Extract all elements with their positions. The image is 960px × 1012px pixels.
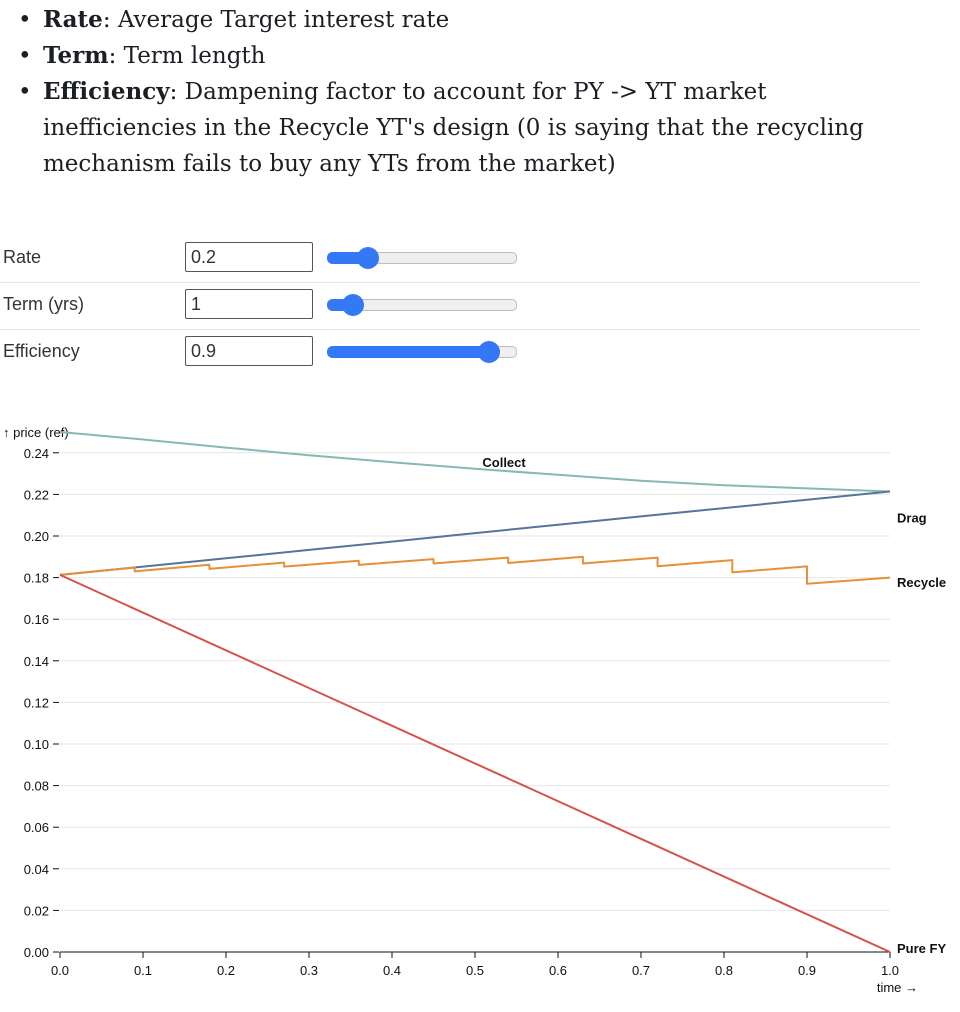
slider-thumb[interactable]	[342, 294, 364, 316]
x-tick-label: 0.6	[549, 963, 567, 978]
efficiency-input[interactable]	[185, 336, 313, 366]
bullet: •	[18, 43, 32, 69]
note-rate: • Rate: Average Target interest rate	[0, 2, 920, 38]
x-tick-label: 0.8	[715, 963, 733, 978]
x-tick-label: 0.0	[51, 963, 69, 978]
note-term: • Term: Term length	[0, 38, 920, 74]
series-lines	[59, 431, 891, 953]
y-tick-label: 0.18	[24, 571, 49, 586]
term-control: Term (yrs)	[0, 283, 920, 330]
y-tick-label: 0.00	[24, 945, 49, 960]
bullet: •	[18, 79, 32, 105]
note-text: : Dampening factor to account for PY -> …	[43, 79, 864, 177]
series-line-drag	[59, 490, 891, 576]
rate-control: Rate	[0, 236, 920, 283]
y-axis-label: ↑ price (ref)	[3, 425, 69, 440]
slider-fill	[327, 346, 489, 358]
slider-thumb[interactable]	[478, 341, 500, 363]
efficiency-control: Efficiency	[0, 330, 920, 376]
x-tick-label: 0.1	[134, 963, 152, 978]
note-efficiency: • Efficiency: Dampening factor to account…	[0, 74, 920, 182]
x-tick-label: 1.0	[881, 963, 899, 978]
term-input[interactable]	[185, 289, 313, 319]
y-tick-label: 0.20	[24, 529, 49, 544]
term-label: Term (yrs)	[3, 294, 84, 314]
rate-input[interactable]	[185, 242, 313, 272]
x-tick-label: 0.3	[300, 963, 318, 978]
gridlines	[60, 452, 890, 911]
series-label-drag: Drag	[897, 510, 927, 525]
series-label-pure-fy: Pure FY	[897, 941, 946, 956]
price-chart: ↑ price (ref) time → 0.00 0.02 0.04 0.06 0.0…	[3, 425, 946, 995]
bullet: •	[18, 7, 32, 33]
series-label-collect: Collect	[482, 455, 526, 470]
note-term: Efficiency	[43, 78, 170, 105]
y-tick-label: 0.14	[24, 654, 49, 669]
y-tick-label: 0.16	[24, 612, 49, 627]
x-tick-label: 0.5	[466, 963, 484, 978]
y-tick-label: 0.12	[24, 695, 49, 710]
series-line-recycle	[59, 555, 891, 585]
note-term: Term	[43, 42, 109, 69]
note-text: : Average Target interest rate	[102, 7, 450, 33]
series-label-recycle: Recycle	[897, 575, 946, 590]
y-tick-label: 0.02	[24, 903, 49, 918]
y-tick-label: 0.08	[24, 779, 49, 794]
term-slider[interactable]	[327, 294, 517, 316]
y-tick-label: 0.24	[24, 446, 49, 461]
y-tick-label: 0.06	[24, 820, 49, 835]
note-term: Rate	[43, 6, 103, 33]
y-tick-label: 0.22	[24, 487, 49, 502]
x-tick-label: 0.4	[383, 963, 401, 978]
series-line-pure-fy	[59, 573, 891, 953]
y-tick-label: 0.04	[24, 862, 49, 877]
efficiency-label: Efficiency	[3, 341, 80, 361]
x-tick-label: 0.9	[798, 963, 816, 978]
y-tick-label: 0.10	[24, 737, 49, 752]
x-tick-label: 0.7	[632, 963, 650, 978]
rate-slider[interactable]	[327, 247, 517, 269]
rate-label: Rate	[3, 247, 42, 267]
parameter-controls: Rate Term (yrs) Efficiency	[0, 236, 920, 376]
efficiency-slider[interactable]	[327, 341, 517, 363]
parameter-notes: • Rate: Average Target interest rate • Ter…	[0, 2, 920, 182]
note-text: : Term length	[108, 43, 266, 69]
series-line-collect	[59, 431, 891, 493]
series-labels: Collect Drag Recycle Pure FY	[482, 455, 946, 956]
axes: ↑ price (ref) time → 0.00 0.02 0.04 0.06 0.0…	[3, 425, 918, 995]
slider-thumb[interactable]	[357, 247, 379, 269]
x-tick-label: 0.2	[217, 963, 235, 978]
x-axis-label: time →	[877, 980, 918, 995]
